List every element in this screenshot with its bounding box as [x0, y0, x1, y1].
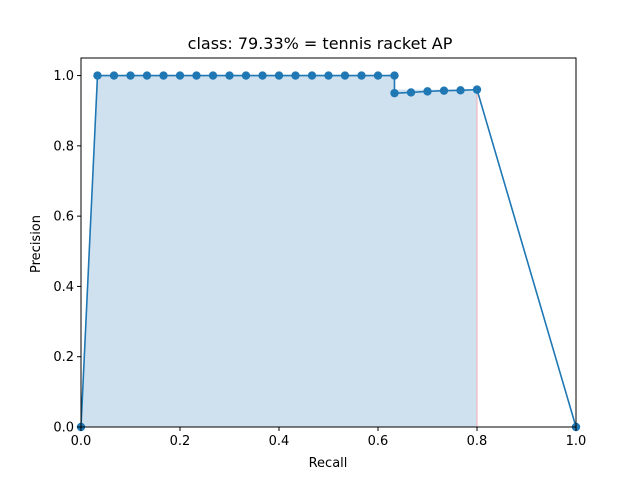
- data-point: [373, 71, 383, 80]
- data-point: [175, 71, 185, 80]
- ap-area-fill: [81, 75, 477, 428]
- data-point: [291, 71, 300, 80]
- data-point: [423, 87, 432, 96]
- x-tick-label: 0.2: [170, 434, 191, 449]
- x-tick-label: 0.0: [71, 434, 92, 449]
- axes-frame: [80, 57, 577, 428]
- y-tick-label: 0.6: [53, 210, 74, 225]
- data-point: [241, 71, 251, 80]
- plot-area: 0.0 0.2 0.4 0.6 0.8 1.0 0.0 0.2 0.4 0.6 0.8 1.0: [53, 57, 587, 449]
- data-point: [258, 71, 267, 80]
- data-point: [142, 71, 152, 80]
- data-point: [340, 71, 350, 80]
- data-point: [109, 71, 119, 80]
- x-axis-label: Recall: [309, 456, 348, 471]
- y-tick-label: 0.2: [53, 350, 74, 365]
- data-point: [159, 71, 168, 80]
- data-point: [208, 71, 218, 80]
- y-tick-label: 1.0: [53, 69, 74, 84]
- data-point: [472, 85, 482, 94]
- data-point: [390, 88, 399, 98]
- data-point: [192, 71, 201, 80]
- chart-title: class: 79.33% = tennis racket AP: [188, 34, 453, 53]
- x-tick-label: 0.4: [269, 434, 290, 449]
- data-point: [307, 71, 317, 80]
- data-point: [274, 71, 284, 80]
- x-tick-label: 0.6: [368, 434, 389, 449]
- data-point: [406, 88, 416, 97]
- y-tick-label: 0.8: [53, 139, 74, 154]
- data-point: [126, 71, 135, 80]
- data-point: [439, 86, 449, 95]
- x-tick-label: 1.0: [566, 434, 587, 449]
- data-point: [225, 71, 234, 80]
- data-point: [93, 71, 102, 80]
- data-point: [456, 86, 465, 95]
- y-axis-label: Precision: [29, 215, 44, 273]
- y-tick-label: 0.0: [53, 421, 74, 436]
- data-point: [324, 71, 333, 80]
- y-tick-label: 0.4: [53, 280, 74, 295]
- data-point: [357, 71, 366, 80]
- x-tick-label: 0.8: [467, 434, 488, 449]
- data-point: [390, 71, 399, 80]
